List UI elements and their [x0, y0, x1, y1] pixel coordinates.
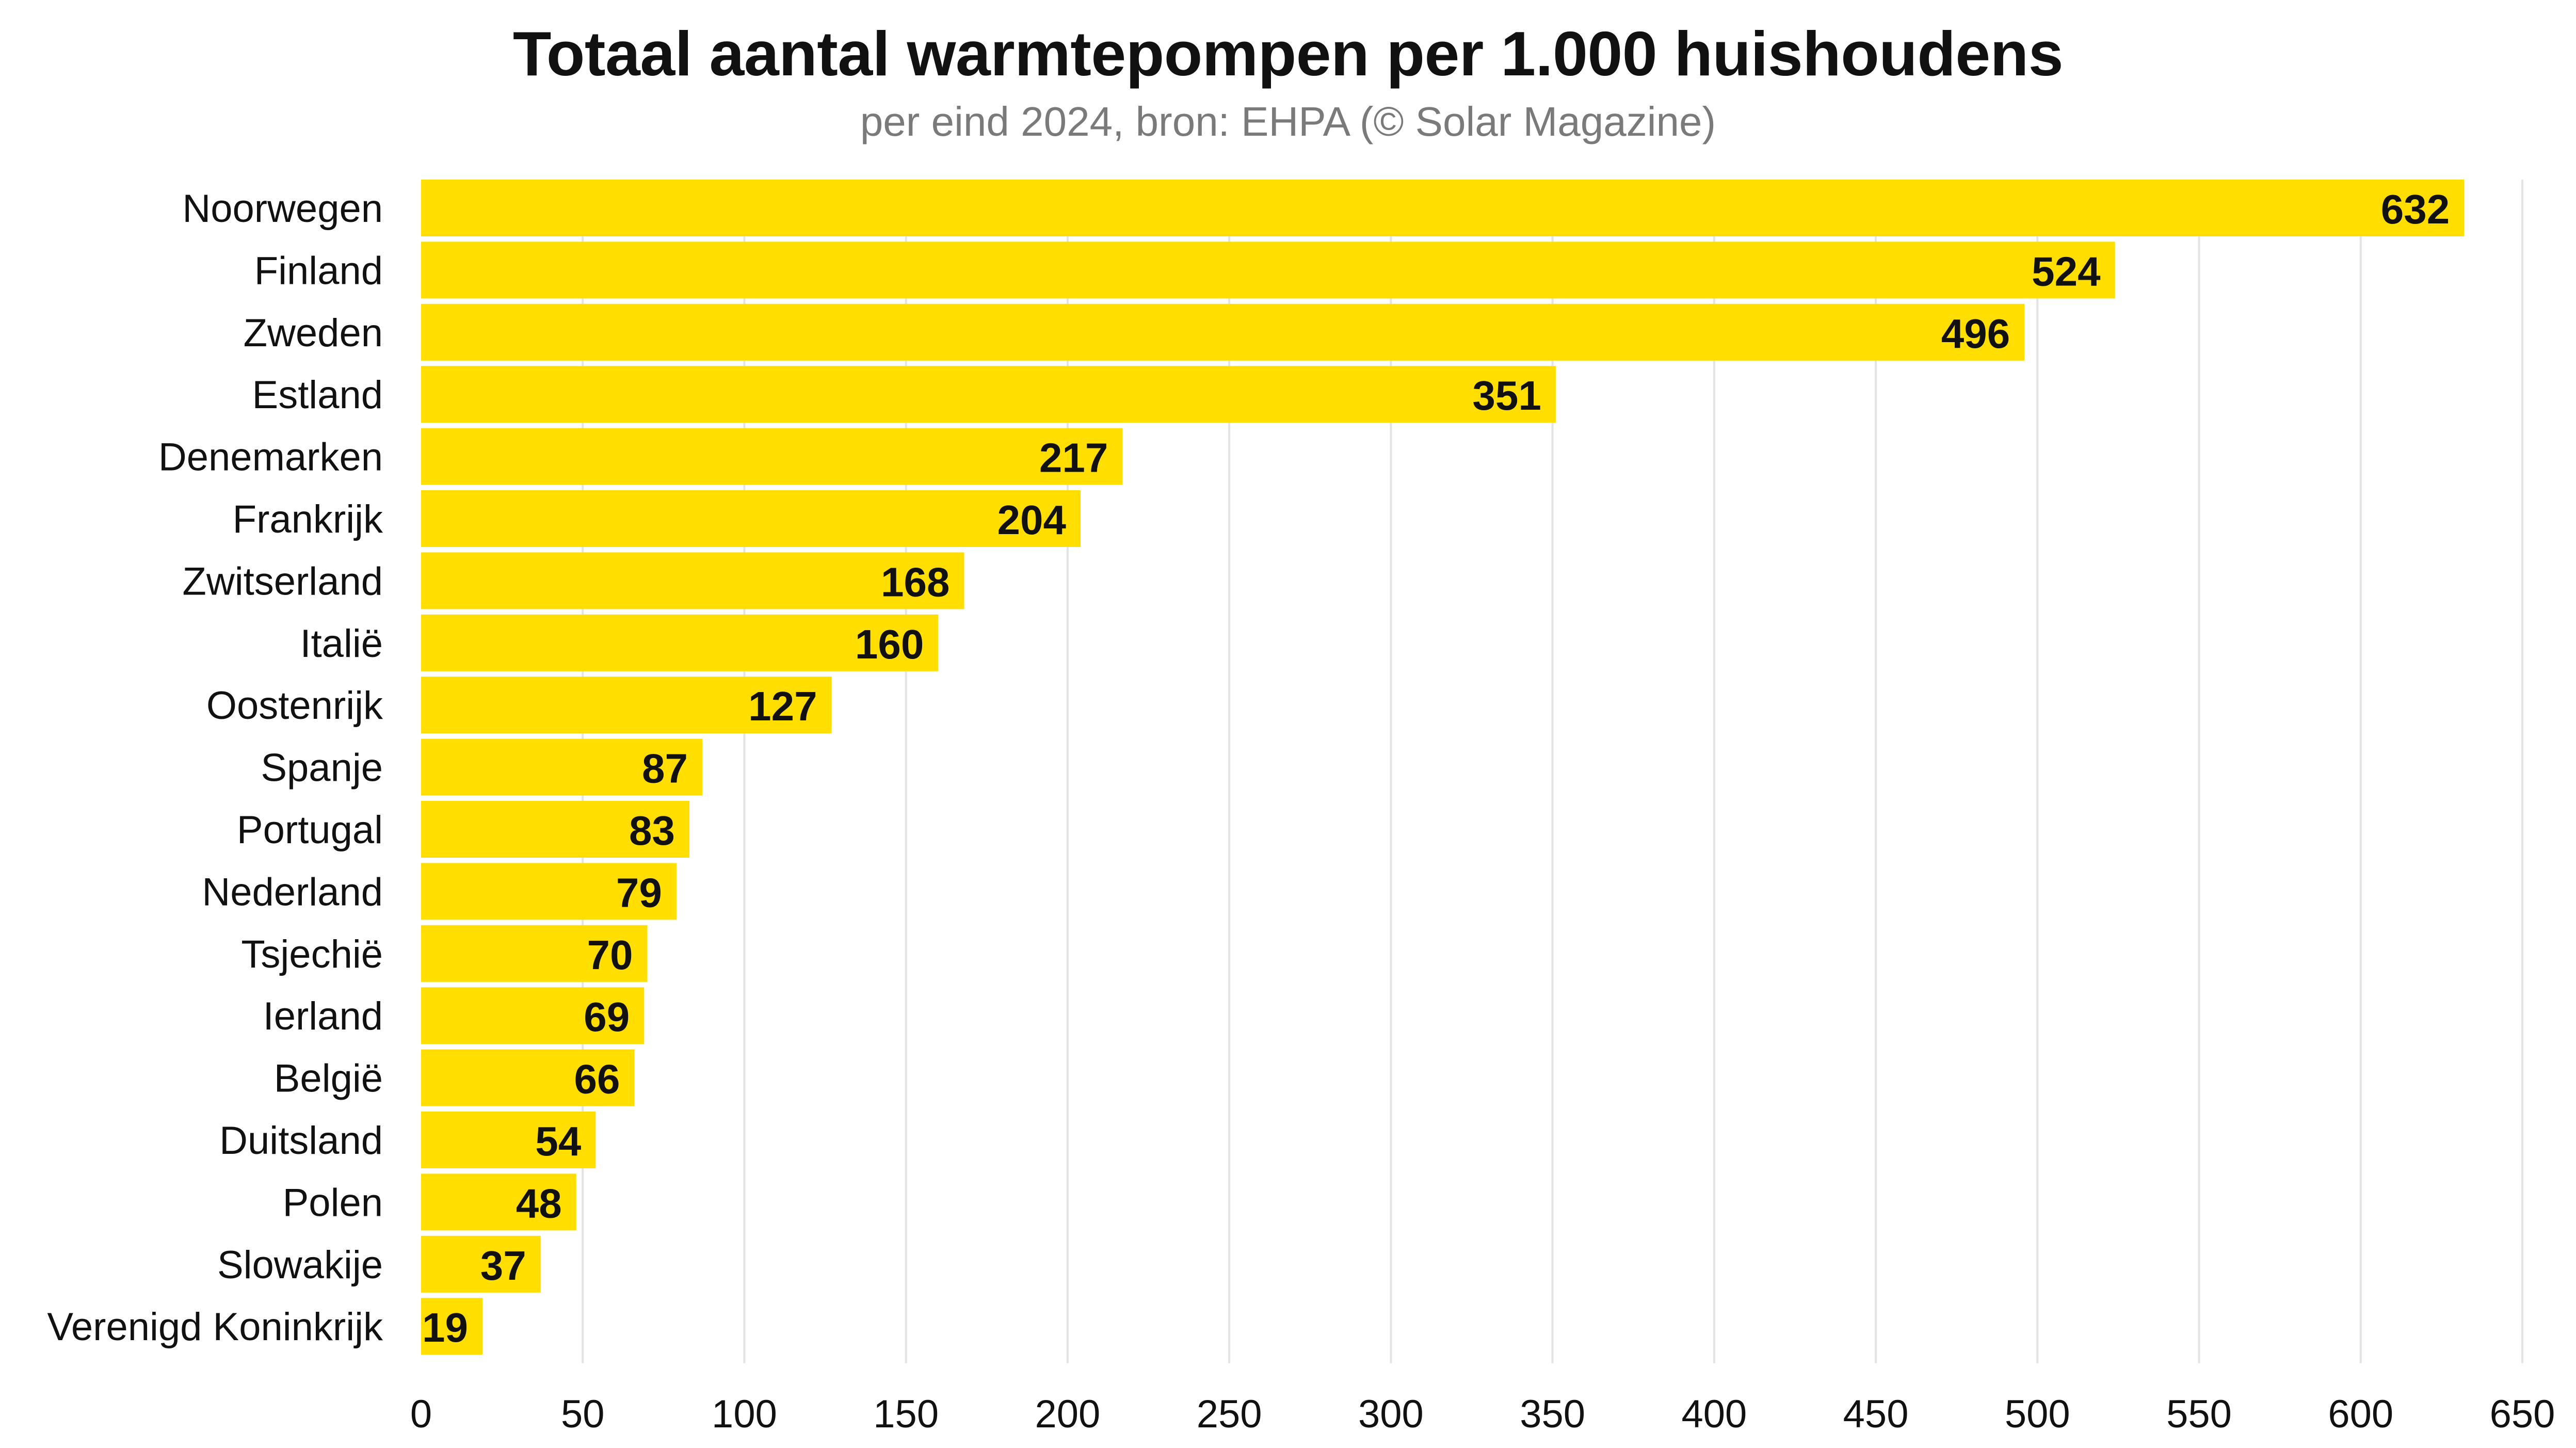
bar — [421, 863, 677, 920]
category-label: Duitsland — [219, 1119, 383, 1163]
value-label: 351 — [1472, 373, 1541, 419]
category-label: Ierland — [263, 994, 383, 1038]
category-label: Finland — [254, 249, 383, 293]
value-label: 83 — [629, 808, 675, 854]
bar — [421, 242, 2115, 299]
value-label: 127 — [748, 683, 817, 729]
bar — [421, 428, 1123, 485]
category-label: Verenigd Koninkrijk — [47, 1305, 383, 1349]
x-tick-label: 150 — [873, 1392, 939, 1436]
value-label: 160 — [855, 621, 924, 667]
bar — [421, 677, 832, 734]
x-tick-label: 450 — [1843, 1392, 1909, 1436]
category-label: Noorwegen — [182, 187, 383, 231]
value-label: 70 — [587, 932, 633, 978]
value-label: 66 — [574, 1056, 620, 1102]
value-label: 79 — [616, 870, 662, 915]
bar — [421, 1112, 596, 1168]
x-tick-label: 300 — [1358, 1392, 1424, 1436]
category-label: België — [274, 1057, 383, 1101]
category-label: Nederland — [202, 870, 383, 914]
category-label: Frankrijk — [233, 497, 383, 541]
x-tick-label: 0 — [410, 1392, 432, 1436]
bar — [421, 987, 645, 1044]
bar — [421, 180, 2465, 236]
value-label: 19 — [422, 1305, 468, 1350]
category-label: Polen — [283, 1181, 383, 1225]
category-label: Zwitserland — [182, 559, 383, 603]
category-label: Slowakije — [217, 1243, 383, 1287]
x-tick-label: 550 — [2166, 1392, 2232, 1436]
bar — [421, 801, 689, 858]
x-tick-label: 350 — [1520, 1392, 1585, 1436]
value-label: 496 — [1941, 311, 2010, 357]
value-label: 87 — [642, 746, 688, 792]
value-label: 524 — [2032, 248, 2101, 294]
x-tick-label: 250 — [1197, 1392, 1262, 1436]
value-label: 48 — [516, 1180, 562, 1226]
value-label: 54 — [535, 1118, 581, 1164]
category-label: Oostenrijk — [206, 684, 383, 728]
bar — [421, 1235, 541, 1293]
bar — [421, 1298, 483, 1355]
category-label: Zweden — [244, 311, 383, 355]
x-tick-label: 200 — [1035, 1392, 1101, 1436]
category-label: Spanje — [261, 746, 383, 790]
bar — [421, 1049, 635, 1106]
bar — [421, 1173, 576, 1231]
x-tick-label: 400 — [1681, 1392, 1747, 1436]
bar — [421, 552, 964, 609]
value-label: 204 — [997, 497, 1066, 543]
bar — [421, 614, 939, 671]
value-label: 69 — [584, 994, 630, 1040]
chart-title: Totaal aantal warmtepompen per 1.000 hui… — [512, 19, 2064, 89]
bar — [421, 490, 1081, 547]
value-label: 37 — [480, 1243, 526, 1289]
value-label: 217 — [1039, 435, 1108, 481]
x-tick-label: 100 — [712, 1392, 777, 1436]
x-tick-label: 650 — [2490, 1392, 2555, 1436]
bar — [421, 738, 703, 796]
bar — [421, 366, 1556, 423]
category-label: Portugal — [237, 808, 383, 852]
chart-subtitle: per eind 2024, bron: EHPA (© Solar Magaz… — [860, 99, 1716, 144]
value-label: 632 — [2381, 186, 2450, 232]
bar — [421, 303, 2025, 361]
category-label: Italië — [300, 622, 383, 666]
category-label: Tsjechië — [241, 932, 383, 976]
value-label: 168 — [881, 559, 949, 605]
x-tick-label: 500 — [2005, 1392, 2070, 1436]
category-label: Estland — [252, 373, 383, 417]
x-tick-label: 600 — [2328, 1392, 2393, 1436]
bar — [421, 925, 648, 982]
x-tick-label: 50 — [561, 1392, 605, 1436]
category-label: Denemarken — [158, 436, 383, 479]
